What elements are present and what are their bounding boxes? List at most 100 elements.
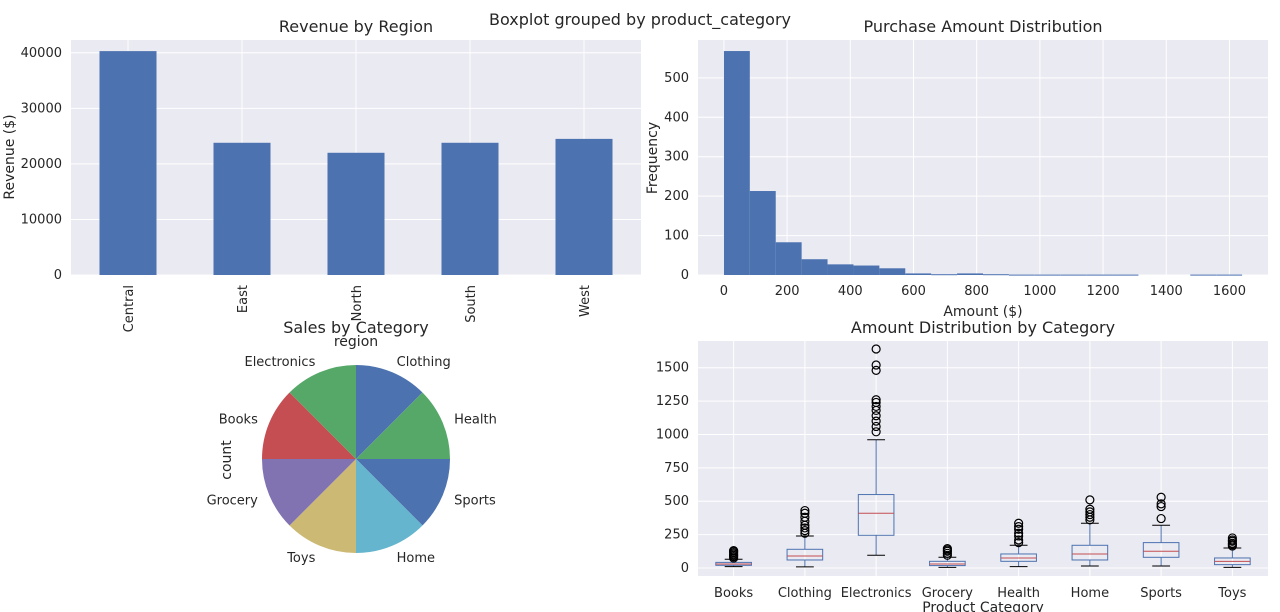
x-tick-label: Home [1071, 586, 1109, 601]
axes-background [698, 341, 1268, 576]
outlier-point [800, 526, 810, 536]
y-tick-label: 0 [54, 268, 62, 283]
pie-slice-toys [289, 459, 356, 553]
x-tick-label: 1200 [1087, 284, 1120, 299]
x-tick-label: Health [997, 586, 1040, 601]
histogram-bin [723, 51, 750, 275]
pie-slice-clothing [356, 365, 423, 459]
x-tick-label: Clothing [778, 586, 832, 601]
histogram-bin [1112, 274, 1139, 276]
pie-slice-grocery [262, 459, 356, 526]
y-tick-label: 500 [664, 494, 689, 509]
tick-labels: 0 250 500 750 1000 1250 1500 Books Clothing Elect… [656, 361, 1247, 601]
y-tick-label: 20000 [21, 157, 62, 172]
outlier-point [1085, 509, 1095, 520]
x-tick-label: East [236, 285, 251, 313]
x-tick-label: Grocery [922, 586, 974, 601]
y-axis-label: Frequency [645, 122, 661, 194]
outlier-point [1014, 518, 1024, 528]
slice-labels: Clothing Health Sports Home Toys Grocery Books… [207, 355, 497, 566]
gridlines [698, 341, 1268, 576]
x-tick-label: Toys [1217, 586, 1246, 601]
bar-central [99, 51, 157, 275]
histogram-bin [983, 274, 1009, 276]
x-tick-label: Sports [1140, 586, 1182, 601]
outlier-point [871, 344, 881, 354]
outlier-point [871, 395, 881, 405]
x-tick-label: South [464, 285, 479, 323]
y-tick-label: 500 [664, 71, 689, 86]
y-tick-label: 250 [664, 528, 689, 543]
x-tick-label: 200 [775, 284, 800, 299]
y-tick-label: 1250 [656, 394, 689, 409]
histogram-bin [931, 274, 958, 276]
pie-slice-home [356, 459, 423, 553]
x-tick-label: 1600 [1213, 284, 1246, 299]
outlier-point [871, 427, 881, 437]
x-axis-label: Product Category [922, 600, 1044, 612]
x-tick-label: Electronics [841, 586, 912, 601]
y-tick-label: 300 [664, 150, 689, 165]
outlier-point [729, 546, 739, 556]
boxplot-grocery [929, 544, 966, 568]
iqr-box [929, 560, 966, 567]
histogram-bin [775, 242, 802, 275]
x-tick-label: 800 [964, 284, 989, 299]
outlier-point [1014, 521, 1024, 532]
x-tick-label: 0 [720, 284, 728, 299]
histogram-bin [905, 273, 932, 275]
outlier-point [1014, 524, 1024, 534]
outlier-point [1014, 531, 1024, 541]
pie-slice-label: Toys [286, 551, 315, 566]
y-axis-label: Revenue ($) [2, 114, 18, 199]
histogram-bin [801, 259, 828, 275]
pie-slice-label: Electronics [244, 355, 315, 370]
bar-west [555, 138, 613, 275]
outlier-point [871, 401, 881, 412]
tick-labels: 0 10000 20000 30000 40000 Central East North Sou… [21, 46, 593, 333]
outlier-point [1085, 495, 1095, 505]
boxplot-sports [1142, 492, 1180, 567]
histogram-bin [827, 264, 854, 275]
bar-group [99, 51, 613, 275]
chart-title: Amount Distribution by Category [851, 318, 1115, 337]
pie-slice-label: Grocery [207, 494, 259, 509]
y-tick-label: 750 [664, 461, 689, 476]
pie-slice-label: Home [397, 551, 435, 566]
x-tick-label: 600 [901, 284, 926, 299]
y-tick-label: 40000 [21, 46, 62, 61]
boxplot-clothing [786, 505, 824, 568]
pie-slice-health [356, 392, 450, 459]
axes-background [698, 40, 1268, 275]
pie-slice-label: Sports [454, 494, 496, 509]
chart-amount-distribution-by-category: 0 250 500 750 1000 1250 1500 Books Clothing Elect… [656, 318, 1268, 612]
histogram-bin [879, 268, 906, 275]
outlier-point [871, 416, 881, 426]
histogram-bin [749, 191, 776, 275]
pie-slice-label: Books [219, 412, 258, 427]
outlier-point [871, 411, 881, 421]
y-tick-label: 30000 [21, 101, 62, 116]
outlier-point [800, 505, 810, 516]
y-tick-label: 1500 [656, 361, 689, 376]
outlier-point [871, 421, 881, 432]
x-tick-label: 1400 [1150, 284, 1183, 299]
outlier-point [942, 544, 952, 554]
iqr-box [857, 494, 895, 536]
iqr-box [1142, 542, 1180, 558]
outlier-point [1014, 538, 1024, 548]
x-tick-label: 400 [838, 284, 863, 299]
x-tick-label: Central [122, 285, 137, 332]
outlier-point [1156, 499, 1166, 509]
y-tick-label: 0 [681, 268, 689, 283]
x-axis-label: Amount ($) [943, 304, 1022, 320]
x-tick-label: North [350, 285, 365, 321]
histogram-bin [1216, 274, 1243, 276]
pie-slice-label: Health [454, 412, 497, 427]
pie-slice-electronics [289, 364, 356, 459]
outlier-point [1156, 501, 1166, 512]
boxplot-electronics [857, 344, 895, 556]
boxplot-books [715, 546, 752, 568]
outlier-point [1014, 528, 1024, 538]
